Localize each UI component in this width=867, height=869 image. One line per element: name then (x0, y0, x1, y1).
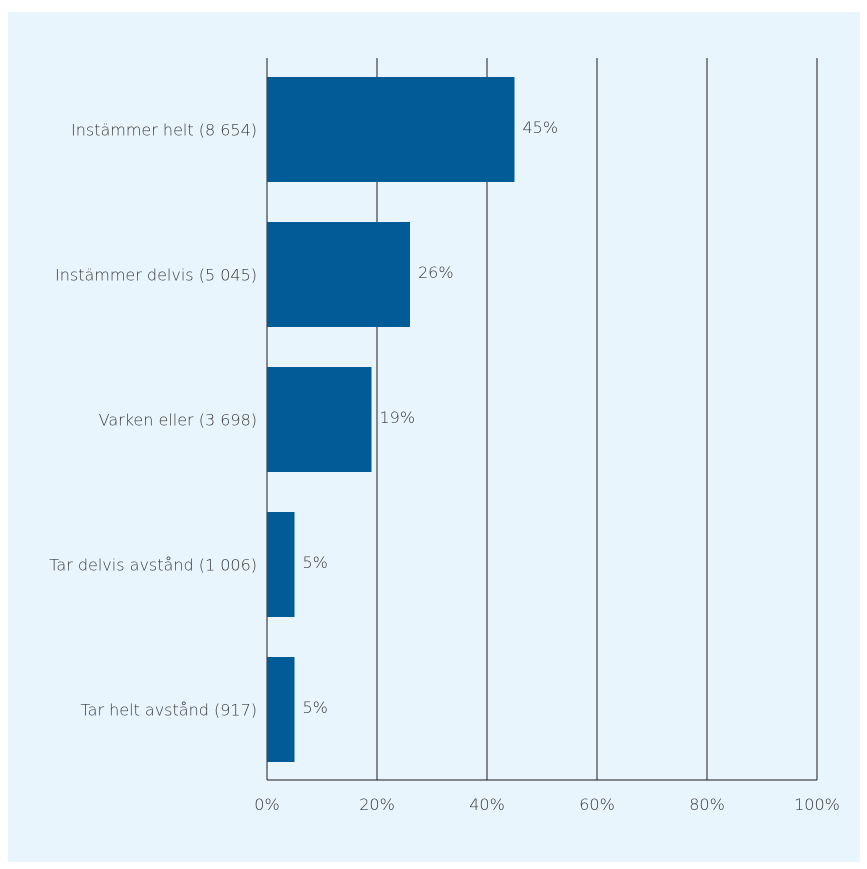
bars (267, 77, 515, 762)
x-tick-label-100: 100% (794, 795, 840, 814)
value-label-1: 45% (523, 118, 559, 137)
value-label-5: 5% (303, 698, 328, 717)
value-label-4: 5% (303, 553, 328, 572)
category-label-5: Tar helt avstånd (917) (81, 701, 257, 720)
bar-2 (267, 222, 410, 327)
bar-5 (267, 657, 295, 762)
value-label-3: 19% (380, 408, 416, 427)
category-label-4: Tar delvis avstånd (1 006) (49, 556, 257, 575)
x-tick-label-80: 80% (689, 795, 725, 814)
value-label-2: 26% (418, 263, 454, 282)
x-tick-label-40: 40% (469, 795, 505, 814)
bar-3 (267, 367, 372, 472)
category-label-1: Instämmer helt (8 654) (71, 121, 257, 140)
x-tick-label-20: 20% (359, 795, 395, 814)
category-label-2: Instämmer delvis (5 045) (55, 266, 257, 285)
labels: 0% 20% 40% 60% 80% 100% Instämmer helt (8 654)… (49, 118, 840, 814)
category-label-3: Varken eller (3 698) (99, 411, 257, 430)
x-tick-label-0: 0% (254, 795, 279, 814)
x-tick-label-60: 60% (579, 795, 615, 814)
bar-4 (267, 512, 295, 617)
bar-1 (267, 77, 515, 182)
